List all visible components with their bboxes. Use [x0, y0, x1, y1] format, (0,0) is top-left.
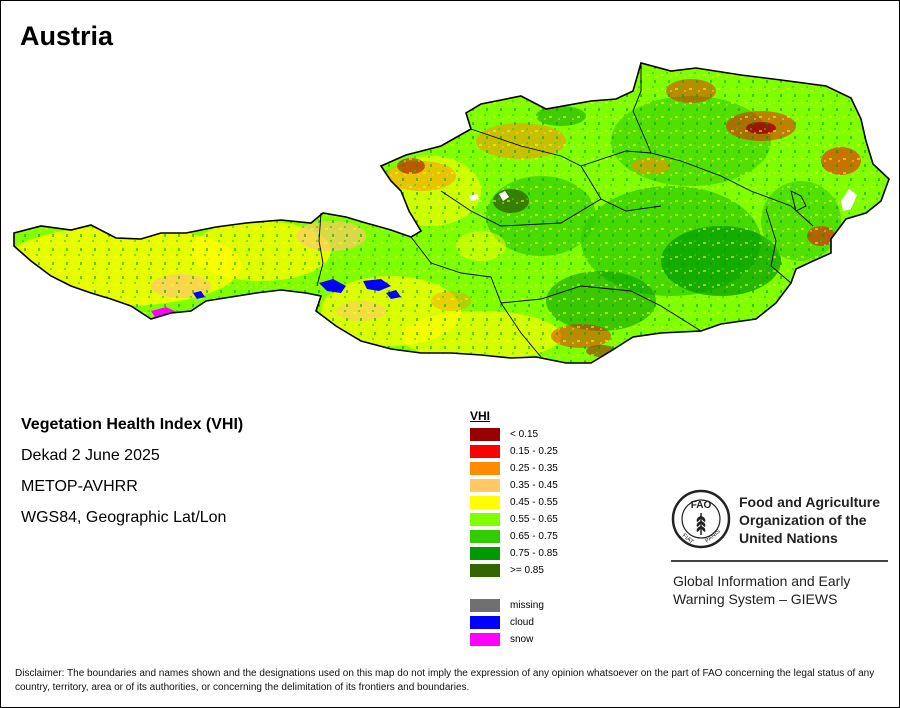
- legend-label: 0.65 - 0.75: [510, 531, 558, 542]
- vhi-texture: [14, 63, 889, 363]
- legend-item: cloud: [470, 614, 534, 631]
- map-info: Vegetation Health Index (VHI) Dekad 2 Ju…: [21, 413, 243, 537]
- legend-label: < 0.15: [510, 429, 539, 440]
- legend-swatch: [470, 530, 500, 543]
- legend-item: snow: [470, 631, 533, 648]
- legend-swatch: [470, 633, 500, 646]
- map-title: Austria: [20, 21, 114, 51]
- austria-vhi-map: [13, 62, 890, 364]
- legend-swatch: [470, 445, 500, 458]
- legend-label: 0.75 - 0.85: [510, 548, 558, 559]
- province-boundaries: [316, 63, 814, 358]
- legend-item: 0.15 - 0.25: [470, 443, 558, 460]
- legend-label: >= 0.85: [510, 565, 544, 576]
- legend-item: 0.65 - 0.75: [470, 528, 558, 545]
- fao-name-line: Food and Agriculture: [739, 494, 881, 510]
- legend-item: >= 0.85: [470, 562, 544, 579]
- legend-swatch: [470, 616, 500, 629]
- legend-label: 0.15 - 0.25: [510, 446, 558, 457]
- fao-logo-text: FAO: [691, 500, 712, 511]
- giews-line: Global Information and Early: [673, 573, 851, 589]
- legend-swatch: [470, 496, 500, 509]
- legend-label: 0.55 - 0.65: [510, 514, 558, 525]
- legend-item: 0.55 - 0.65: [470, 511, 558, 528]
- legend-swatch: [470, 599, 500, 612]
- legend-swatch: [470, 513, 500, 526]
- period-label: Dekad 2 June 2025: [21, 447, 160, 464]
- fao-logo-icon: FAO FIAT PANIS: [671, 489, 731, 549]
- fao-name-line: Organization of the: [739, 512, 867, 528]
- fao-divider: [671, 560, 888, 562]
- legend-item: missing: [470, 597, 544, 614]
- legend-label: missing: [510, 600, 544, 611]
- legend-item: 0.75 - 0.85: [470, 545, 558, 562]
- sensor-label: METOP-AVHRR: [21, 478, 138, 495]
- legend-swatch: [470, 547, 500, 560]
- fao-organization-name: Food and Agriculture Organization of the…: [739, 493, 899, 547]
- legend-title: VHI: [470, 409, 491, 423]
- legend-label: cloud: [510, 617, 534, 628]
- vhi-legend: VHI < 0.15 0.15 - 0.25 0.25 - 0.35 0.35 …: [470, 409, 558, 648]
- projection-label: WGS84, Geographic Lat/Lon: [21, 509, 227, 526]
- legend-classes: < 0.15 0.15 - 0.25 0.25 - 0.35 0.35 - 0.…: [470, 426, 558, 579]
- disclaimer: Disclaimer: The boundaries and names sho…: [15, 668, 875, 693]
- legend-label: 0.45 - 0.55: [510, 497, 558, 508]
- legend-item: 0.45 - 0.55: [470, 494, 558, 511]
- legend-label: 0.35 - 0.45: [510, 480, 558, 491]
- legend-item: 0.35 - 0.45: [470, 477, 558, 494]
- fao-motto-right: PANIS: [704, 529, 721, 545]
- legend-label: 0.25 - 0.35: [510, 463, 558, 474]
- legend-swatch: [470, 462, 500, 475]
- giews-line: Warning System – GIEWS: [673, 591, 838, 607]
- legend-other: missing cloud snow: [470, 597, 544, 648]
- giews-label: Global Information and Early Warning Sys…: [673, 572, 893, 608]
- austria-border: [13, 62, 890, 364]
- legend-gap: [470, 579, 490, 597]
- legend-item: < 0.15: [470, 426, 538, 443]
- legend-label: snow: [510, 634, 534, 645]
- fao-name-line: United Nations: [739, 530, 838, 546]
- legend-item: 0.25 - 0.35: [470, 460, 558, 477]
- legend-swatch: [470, 428, 500, 441]
- legend-swatch: [470, 479, 500, 492]
- legend-swatch: [470, 564, 500, 577]
- index-name: Vegetation Health Index (VHI): [21, 416, 244, 433]
